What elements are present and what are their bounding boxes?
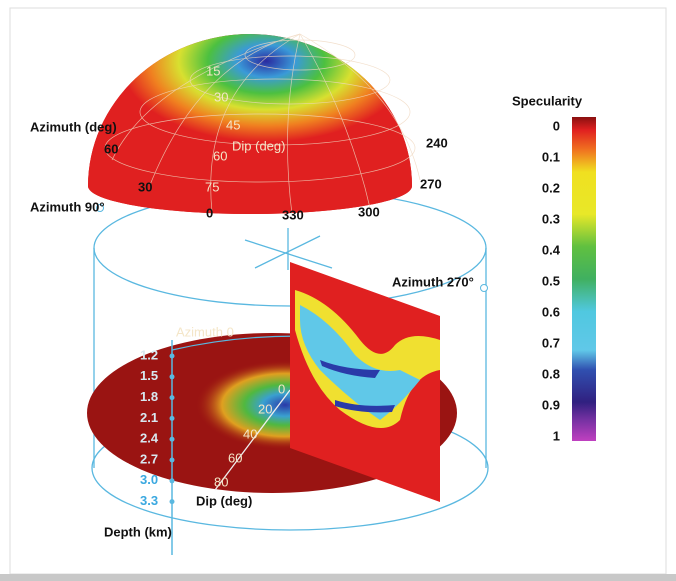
depth-tick <box>169 457 175 463</box>
depth-label: 2.4 <box>140 431 159 446</box>
dome-labels: 15 30 45 60 75 Dip (deg) Azimuth (deg) 6… <box>30 63 448 222</box>
dip-title: Dip (deg) <box>196 493 252 508</box>
colorbar-title: Specularity <box>512 93 583 108</box>
depth-tick <box>169 395 175 401</box>
depth-tick <box>169 374 175 380</box>
colorbar-label: 0.3 <box>542 211 560 226</box>
azimuth-270: Azimuth 270° <box>392 274 474 289</box>
footer-strip <box>0 574 676 581</box>
colorbar-label: 1 <box>553 428 560 443</box>
azimuth-label: 270 <box>420 176 442 191</box>
azimuth-0: Azimuth 0 <box>176 324 234 339</box>
dip-label: 45 <box>226 117 240 132</box>
colorbar-label: 0.6 <box>542 304 560 319</box>
colorbar-label: 0.8 <box>542 366 560 381</box>
disk-labels: 0 20 40 60 80 Dip (deg) <box>196 381 285 508</box>
depth-tick <box>169 353 175 359</box>
dip-label: 20 <box>258 401 272 416</box>
colorbar-label: 0.7 <box>542 335 560 350</box>
depth-label: 1.8 <box>140 389 158 404</box>
depth-tick <box>169 415 175 421</box>
colorbar-label: 0.1 <box>542 149 560 164</box>
dip-label: 75 <box>205 179 219 194</box>
azimuth-label: 330 <box>282 207 304 222</box>
dome-specularity <box>88 34 412 214</box>
azimuth-marker <box>480 284 488 292</box>
dip-label: 80 <box>214 474 228 489</box>
depth-tick <box>169 499 175 505</box>
colorbar-label: 0.5 <box>542 273 560 288</box>
section-cyan <box>300 305 420 420</box>
depth-label: 3.3 <box>140 493 158 508</box>
depth-label: 2.1 <box>140 410 158 425</box>
dip-title: Dip (deg) <box>232 138 285 153</box>
azimuth-label: 240 <box>426 135 448 150</box>
dip-label: 40 <box>243 426 257 441</box>
azimuth-90: Azimuth 90° <box>30 199 105 214</box>
dip-axis <box>214 389 291 491</box>
depth-label: 1.5 <box>140 368 158 383</box>
colorbar-labels: 0 0.1 0.2 0.3 0.4 0.5 0.6 0.7 0.8 0.9 1 <box>542 118 561 443</box>
crosshair <box>244 228 333 270</box>
depth-title: Depth (km) <box>104 524 172 539</box>
azimuth-label: 0 <box>206 205 213 220</box>
dome-grid <box>104 33 421 215</box>
dip-label: 60 <box>228 450 242 465</box>
azimuth-marker <box>96 204 104 212</box>
dip-label: 0 <box>278 381 285 396</box>
azimuth-label: 30 <box>138 179 152 194</box>
depth-label: 1.2 <box>140 347 158 362</box>
azimuth-label: 60 <box>104 141 118 156</box>
colorbar-label: 0.4 <box>542 242 561 257</box>
section-blue <box>320 360 395 413</box>
depth-label: 2.7 <box>140 451 158 466</box>
dip-label: 30 <box>214 89 228 104</box>
depth-tick <box>169 436 175 442</box>
dip-label: 60 <box>213 148 227 163</box>
colorbar-label: 0 <box>553 118 560 133</box>
depth-tick <box>169 478 175 484</box>
azimuth-title: Azimuth (deg) <box>30 119 117 134</box>
depth-label: 3.0 <box>140 472 158 487</box>
dip-label: 15 <box>206 63 220 78</box>
azimuth-label: 300 <box>358 204 380 219</box>
colorbar <box>572 117 596 441</box>
colorbar-label: 0.9 <box>542 397 560 412</box>
depth-labels: 1.2 1.5 1.8 2.1 2.4 2.7 3.0 3.3 <box>140 347 175 508</box>
colorbar-label: 0.2 <box>542 180 560 195</box>
